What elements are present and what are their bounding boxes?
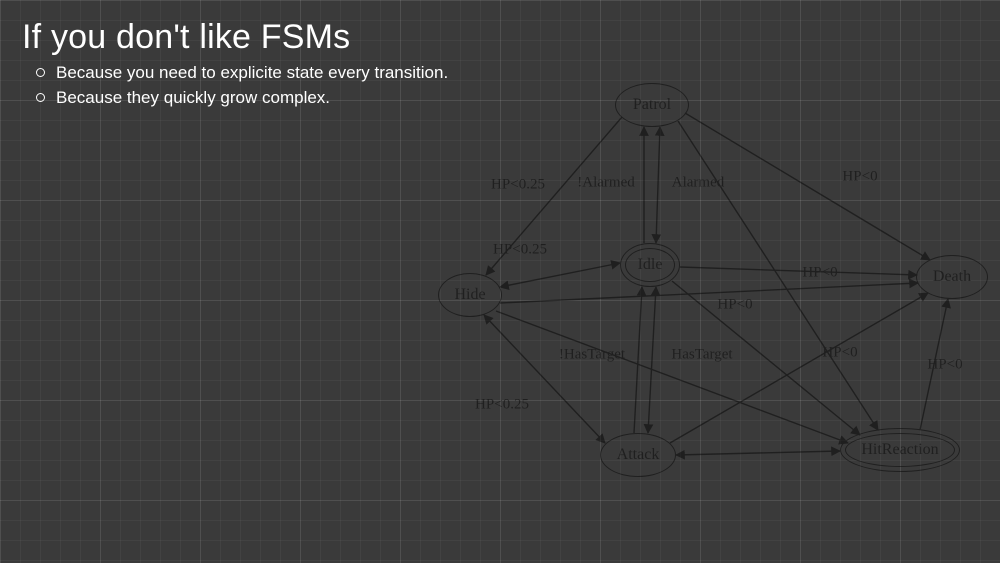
fsm-edge: [496, 311, 848, 443]
fsm-node-attack: Attack: [600, 433, 676, 477]
fsm-edge-label: HP<0.25: [493, 242, 547, 259]
fsm-edge: [680, 267, 917, 275]
fsm-edge-label: HP<0.25: [491, 177, 545, 194]
fsm-edge: [500, 263, 620, 287]
bullet-item: Because they quickly grow complex.: [36, 87, 448, 110]
fsm-node-death: Death: [916, 255, 988, 299]
fsm-edge-label: HP<0: [802, 265, 837, 282]
fsm-edge: [648, 287, 656, 433]
fsm-edge-label: HP<0.25: [475, 397, 529, 414]
fsm-edge-label: HasTarget: [671, 347, 732, 364]
fsm-edge: [634, 287, 642, 433]
fsm-edge: [656, 127, 660, 243]
slide-title: If you don't like FSMs: [22, 18, 350, 57]
bullet-item: Because you need to explicite state ever…: [36, 62, 448, 85]
fsm-edge-label: HP<0: [717, 297, 752, 314]
fsm-edge-label: HP<0: [927, 357, 962, 374]
fsm-edge: [676, 451, 840, 455]
fsm-edge-label: !Alarmed: [577, 175, 634, 192]
bullet-list: Because you need to explicite state ever…: [36, 62, 448, 112]
fsm-node-hide: Hide: [438, 273, 502, 317]
fsm-edge: [484, 315, 605, 443]
fsm-node-patrol: Patrol: [615, 83, 689, 127]
fsm-edge: [670, 293, 928, 443]
fsm-node-idle: Idle: [620, 243, 680, 287]
fsm-edge-label: HP<0: [822, 345, 857, 362]
fsm-edge: [678, 121, 878, 430]
fsm-edge-label: Alarmed: [672, 175, 724, 192]
fsm-edge: [500, 283, 918, 303]
fsm-diagram: Patrol Idle Hide Attack HitReaction Death Ala…: [400, 55, 1000, 515]
fsm-node-hitreaction: HitReaction: [840, 428, 960, 472]
fsm-edge-label: !HasTarget: [559, 347, 625, 364]
fsm-edge-label: HP<0: [842, 169, 877, 186]
